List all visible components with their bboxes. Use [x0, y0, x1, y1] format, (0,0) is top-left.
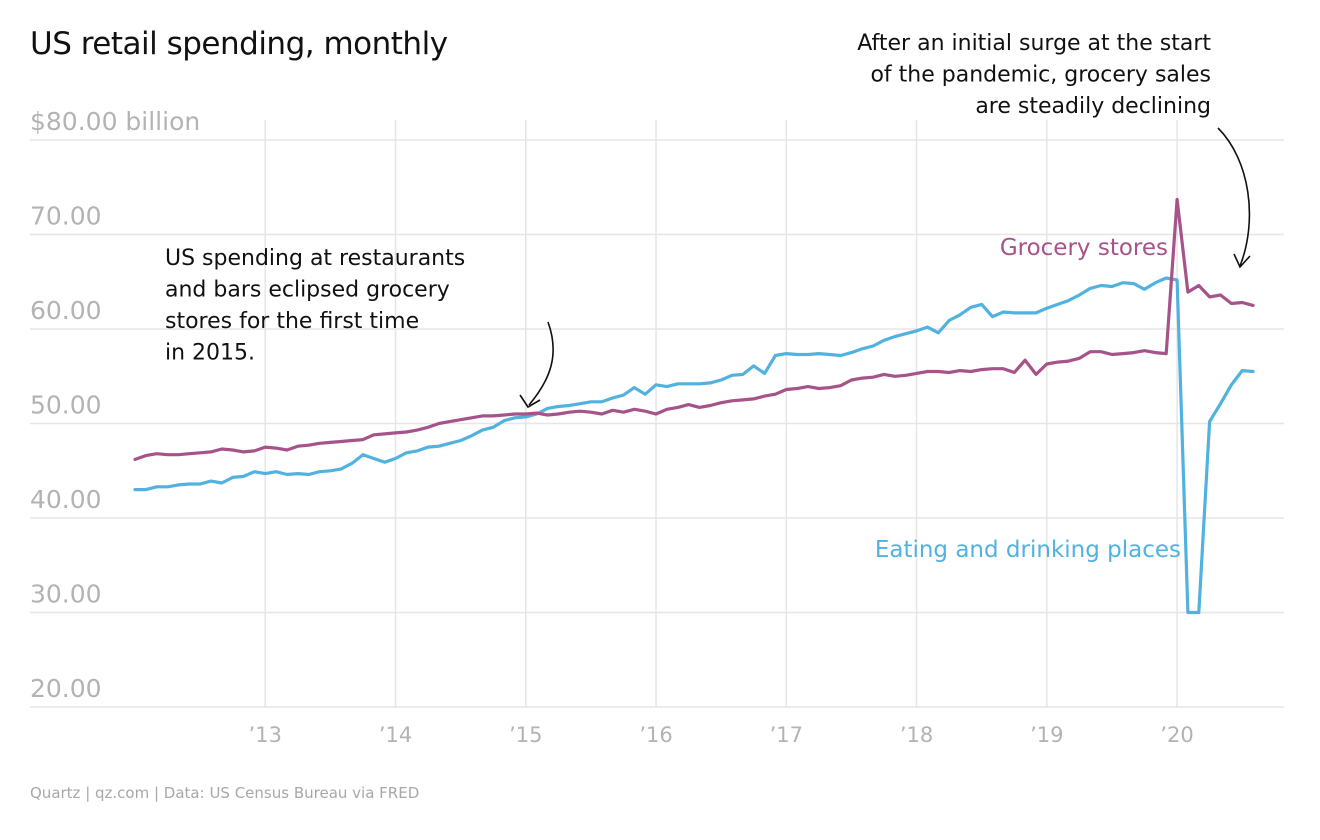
annotation-pandemic-line: are steadily declining: [975, 94, 1211, 119]
annotation-arrowhead-pandemic: [1233, 253, 1251, 269]
x-axis: ’13 ’14 ’15 ’16 ’17 ’18 ’19 ’20: [249, 723, 1194, 747]
y-tick-label: $80.00 billion: [30, 107, 200, 136]
annotation-arrow-pandemic: [1217, 127, 1251, 267]
annotation-2015-line: stores for the first time: [165, 309, 419, 334]
annotation-pandemic-line: After an initial surge at the start: [857, 31, 1211, 56]
annotation-arrow-2015: [528, 321, 554, 406]
x-tick-label: ’14: [379, 723, 412, 747]
y-tick-label: 70.00: [30, 202, 102, 231]
y-axis: $80.00 billion 70.00 60.00 50.00 40.00 30.00 2…: [30, 107, 200, 703]
y-tick-label: 40.00: [30, 485, 102, 514]
annotation-pandemic-line: of the pandemic, grocery sales: [870, 63, 1211, 88]
grocery-series-label: Grocery stores: [1000, 235, 1168, 261]
y-tick-label: 20.00: [30, 674, 102, 703]
x-tick-label: ’20: [1160, 723, 1193, 747]
y-tick-label: 30.00: [30, 580, 102, 609]
x-tick-label: ’17: [770, 723, 803, 747]
source-note: Quartz | qz.com | Data: US Census Bureau…: [30, 784, 420, 802]
y-tick-label: 50.00: [30, 391, 102, 420]
annotations: US spending at restaurants and bars eclip…: [165, 31, 1251, 409]
x-tick-label: ’18: [900, 723, 933, 747]
chart-title: US retail spending, monthly: [30, 26, 448, 62]
eating-series-label: Eating and drinking places: [875, 537, 1181, 563]
series-labels: Grocery stores Eating and drinking places: [875, 235, 1181, 563]
x-tick-label: ’13: [249, 723, 282, 747]
annotation-2015-line: and bars eclipsed grocery: [165, 278, 450, 303]
series-lines: [133, 197, 1255, 615]
x-tick-label: ’19: [1030, 723, 1063, 747]
y-tick-label: 60.00: [30, 296, 102, 325]
grocery-stores-series-line: [133, 197, 1255, 461]
annotation-arrowhead-2015: [519, 394, 541, 409]
eating-drinking-series-line: [133, 276, 1255, 615]
x-tick-label: ’16: [639, 723, 672, 747]
annotation-2015-line: in 2015.: [165, 341, 255, 366]
annotation-2015-line: US spending at restaurants: [165, 246, 465, 271]
x-tick-label: ’15: [509, 723, 542, 747]
